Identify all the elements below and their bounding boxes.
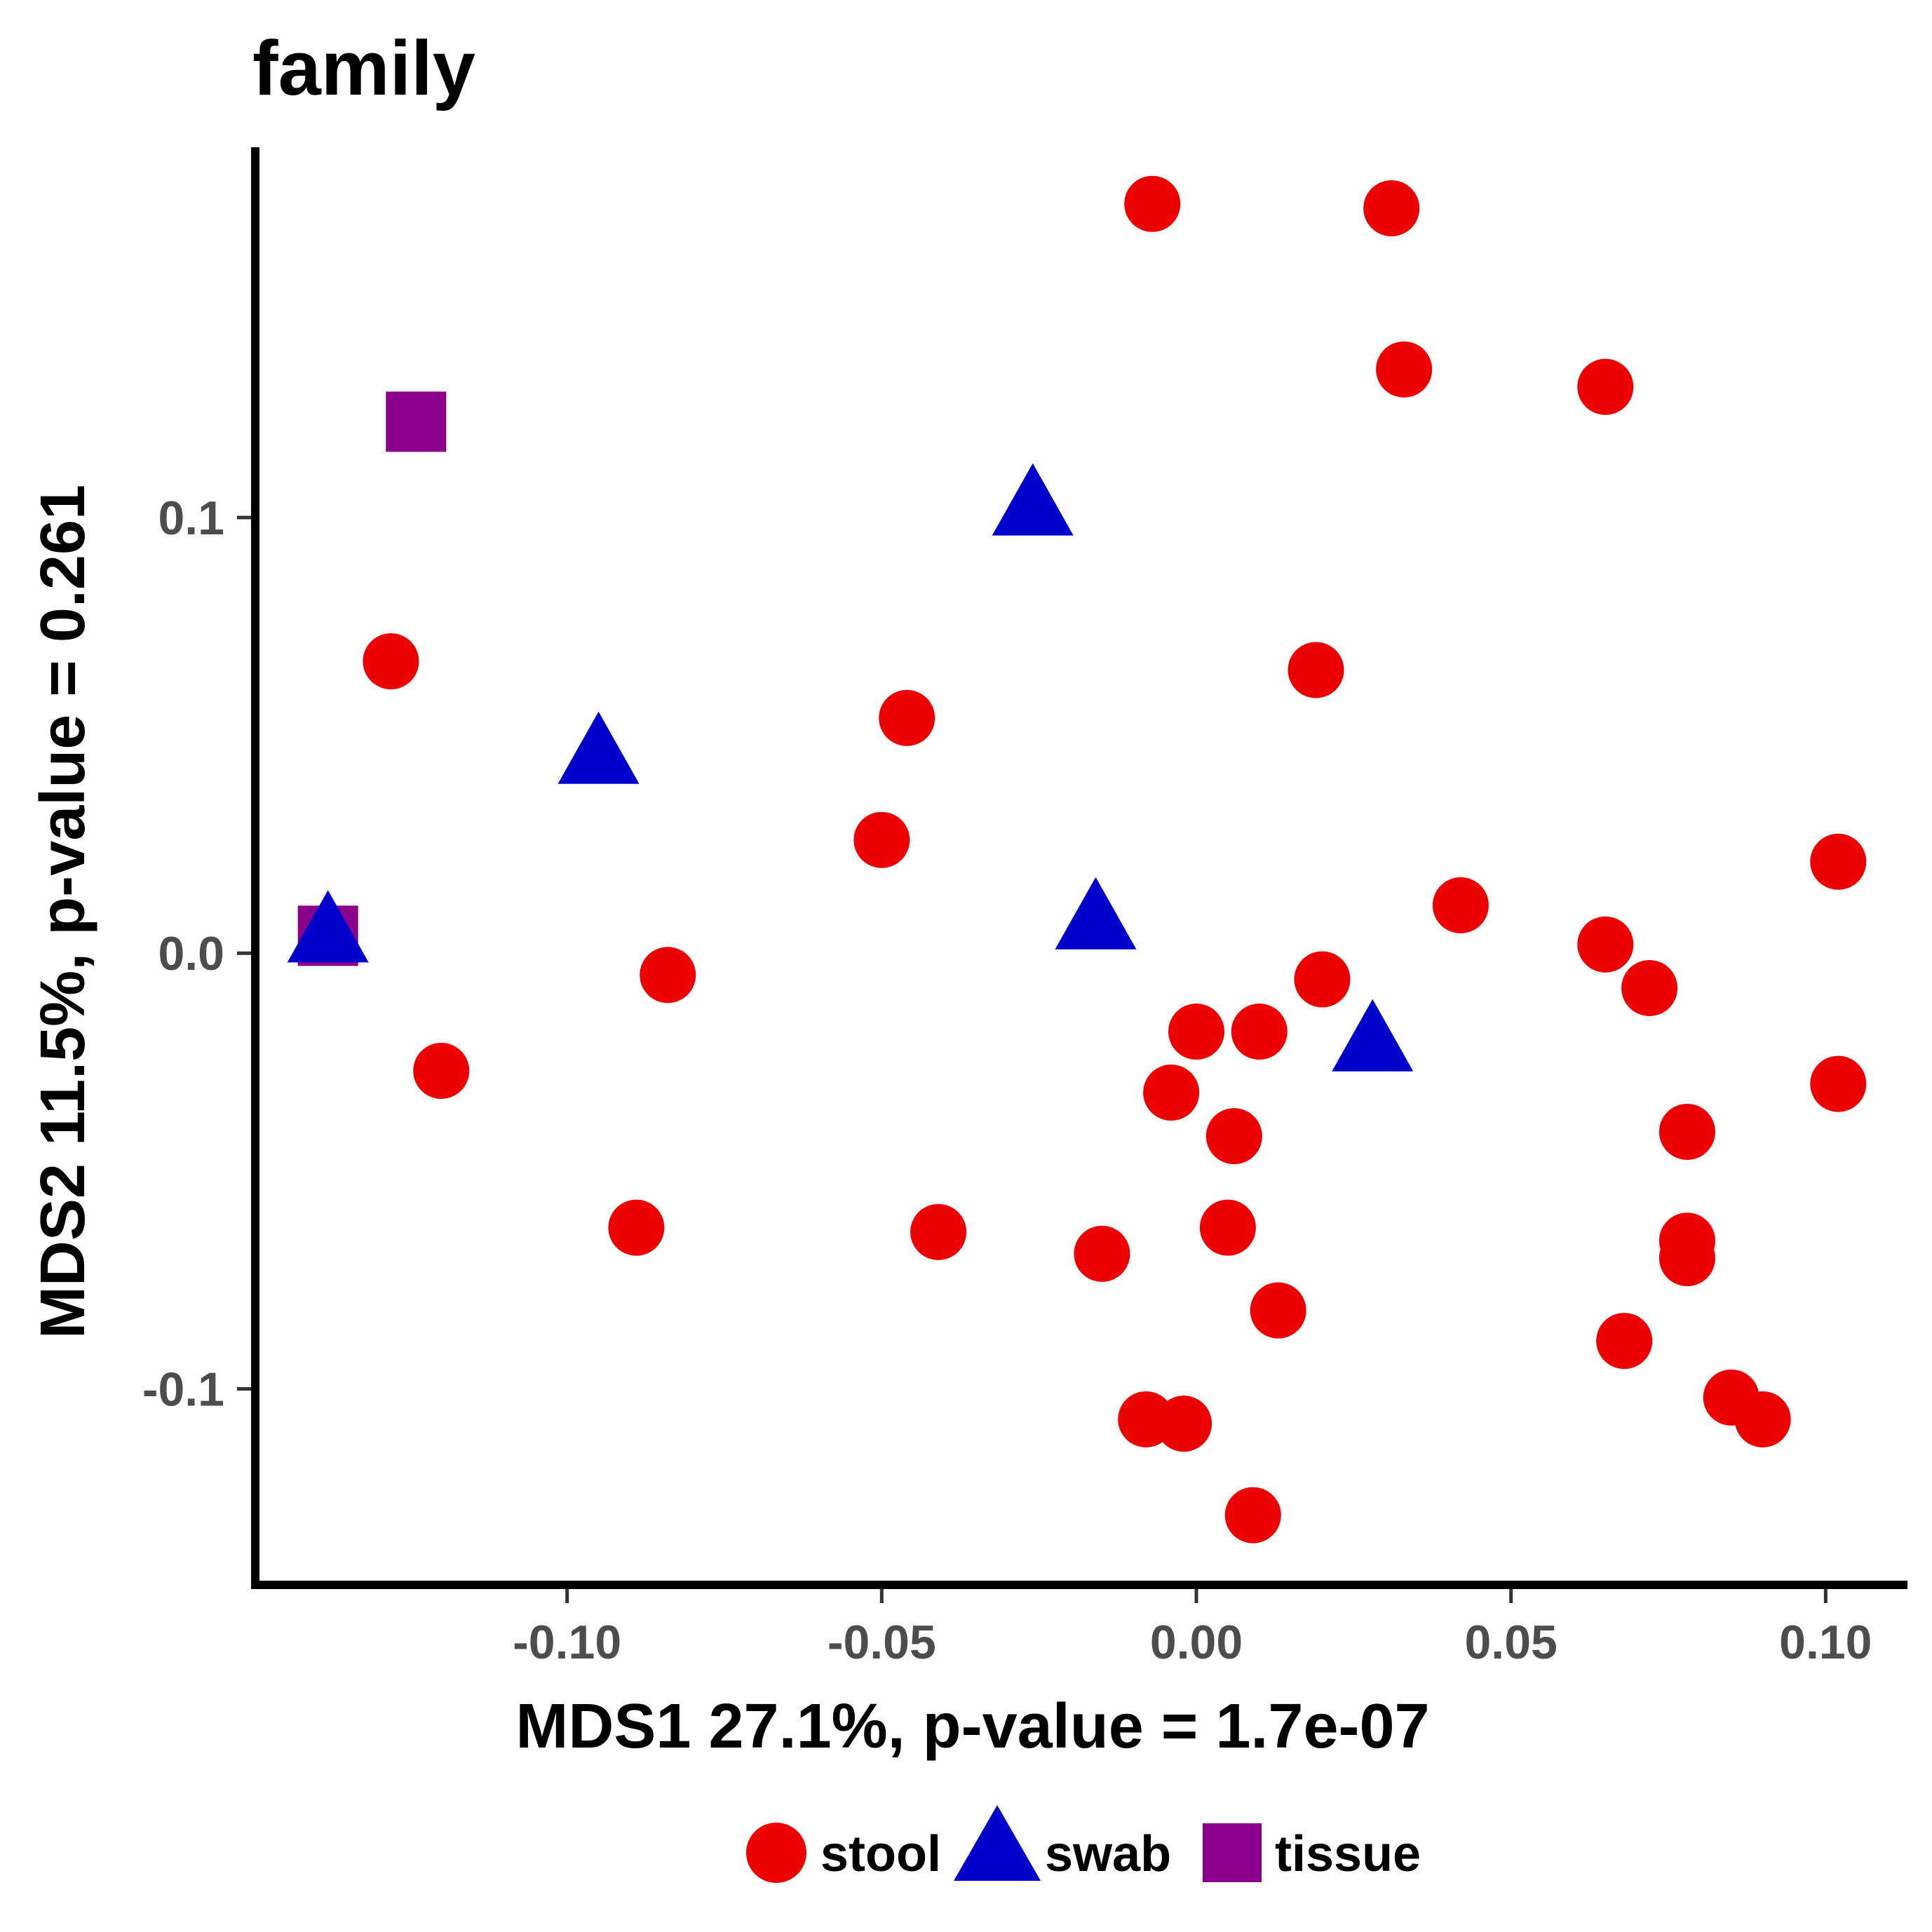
stool-point <box>1577 916 1634 973</box>
legend: stool swab tissue <box>746 1805 1421 1883</box>
swab-point <box>992 463 1074 536</box>
stool-point <box>1250 1282 1306 1339</box>
swab-point <box>558 711 640 784</box>
points-layer <box>287 175 1867 1543</box>
swab-point <box>1055 877 1137 950</box>
stool-point <box>640 947 696 1004</box>
stool-point <box>1074 1225 1130 1282</box>
stool-point <box>910 1203 967 1260</box>
x-tick-label: -0.10 <box>513 1616 621 1669</box>
stool-point <box>1143 1065 1200 1121</box>
y-tick-label: 0.1 <box>158 492 224 545</box>
stool-point <box>1810 1055 1867 1112</box>
stool-point <box>1363 180 1420 236</box>
swab-point <box>287 890 369 963</box>
stool-point <box>1288 642 1344 698</box>
stool-point <box>1659 1103 1715 1160</box>
legend-item-swab: swab <box>954 1805 1171 1882</box>
stool-point <box>1621 959 1678 1016</box>
stool-point <box>853 811 910 868</box>
stool-point <box>1810 833 1867 890</box>
chart-title: family <box>252 25 475 112</box>
legend-label-swab: swab <box>1045 1826 1171 1882</box>
y-tick-label: 0.0 <box>158 927 224 980</box>
stool-point <box>608 1199 665 1256</box>
stool-point <box>1596 1313 1653 1370</box>
legend-item-stool: stool <box>746 1823 941 1883</box>
legend-key-swab <box>954 1805 1041 1881</box>
axes-layer: -0.10 -0.05 0.00 0.05 0.10 0.1 0.0 -0.1 <box>142 147 1907 1669</box>
legend-label-tissue: tissue <box>1275 1826 1421 1882</box>
legend-item-tissue: tissue <box>1203 1823 1421 1882</box>
x-tick-label: -0.05 <box>827 1616 936 1669</box>
stool-point <box>1224 1487 1281 1543</box>
stool-point <box>1205 1108 1262 1165</box>
stool-point <box>413 1042 470 1099</box>
stool-point <box>1156 1396 1212 1452</box>
y-tick-label: -0.1 <box>142 1363 224 1416</box>
stool-point <box>1231 1004 1288 1060</box>
stool-point <box>879 689 935 746</box>
stool-point <box>1294 951 1351 1008</box>
legend-key-tissue <box>1203 1823 1262 1882</box>
stool-point <box>1734 1391 1791 1447</box>
x-axis-title: MDS1 27.1%, p-value = 1.7e-07 <box>515 1691 1429 1762</box>
stool-point <box>1124 175 1181 232</box>
stool-point <box>1168 1004 1225 1060</box>
stool-point <box>1376 341 1433 398</box>
x-tick-label: 0.05 <box>1464 1616 1557 1669</box>
stool-point <box>1659 1230 1715 1287</box>
x-tick-label: 0.10 <box>1779 1616 1872 1669</box>
stool-point <box>1577 358 1634 415</box>
stool-point <box>363 633 419 690</box>
tissue-point <box>386 391 447 452</box>
swab-point <box>1332 999 1414 1072</box>
y-axis-title: MDS2 11.5%, p-value = 0.261 <box>28 485 98 1339</box>
x-tick-label: 0.00 <box>1150 1616 1243 1669</box>
stool-point <box>1432 877 1489 933</box>
stool-point <box>1199 1199 1256 1256</box>
legend-key-stool <box>746 1823 806 1883</box>
legend-label-stool: stool <box>820 1826 941 1882</box>
